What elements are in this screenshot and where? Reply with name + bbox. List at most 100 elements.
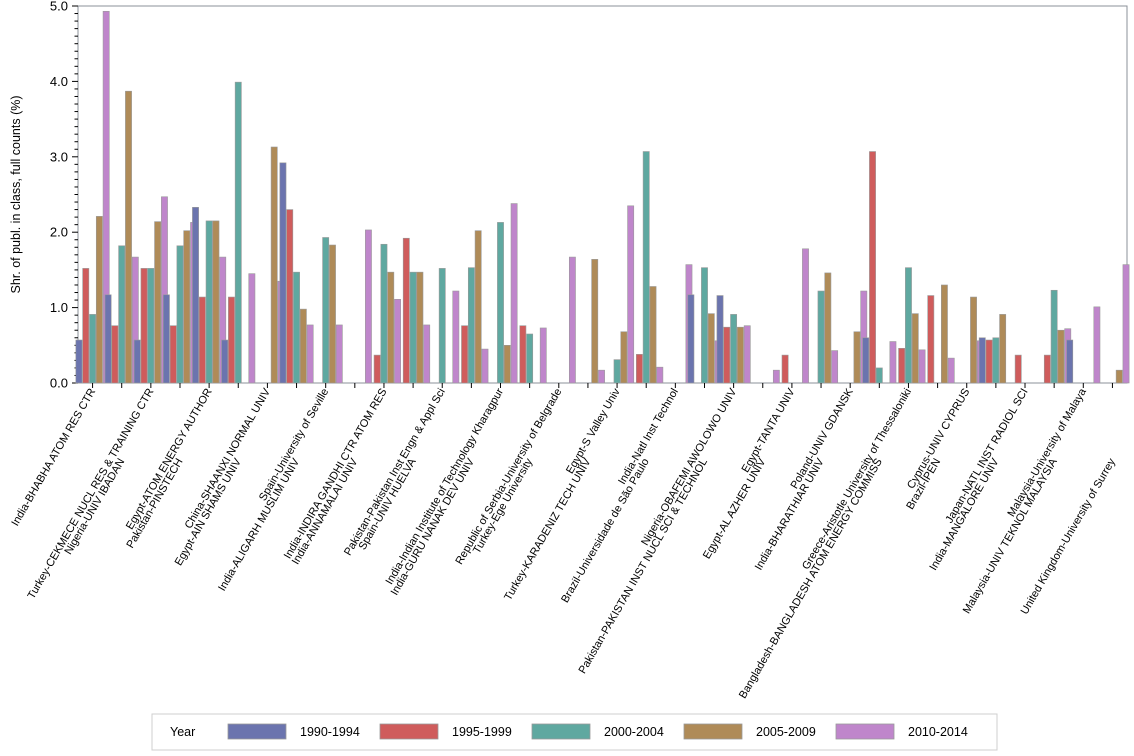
bar[interactable] xyxy=(503,344,511,384)
bar[interactable] xyxy=(205,220,213,384)
bar[interactable] xyxy=(642,151,650,384)
bar[interactable] xyxy=(656,366,664,384)
bar[interactable] xyxy=(918,349,926,384)
bar[interactable] xyxy=(1014,354,1022,384)
bar[interactable] xyxy=(293,271,300,384)
bar[interactable] xyxy=(1043,354,1051,384)
bar[interactable] xyxy=(467,267,475,384)
bar[interactable] xyxy=(82,268,90,384)
bar[interactable] xyxy=(162,294,170,384)
bar[interactable] xyxy=(111,325,119,384)
bar[interactable] xyxy=(853,331,861,384)
bar[interactable] xyxy=(329,244,336,384)
bar[interactable] xyxy=(286,209,294,384)
bar[interactable] xyxy=(402,237,410,384)
bar[interactable] xyxy=(701,267,708,384)
bar[interactable] xyxy=(212,220,220,384)
bar[interactable] xyxy=(781,354,789,384)
bar[interactable] xyxy=(394,299,401,384)
bar[interactable] xyxy=(452,290,460,384)
bar[interactable] xyxy=(1057,329,1065,384)
bar[interactable] xyxy=(898,348,906,384)
bar[interactable] xyxy=(198,296,206,384)
bar[interactable] xyxy=(474,230,482,384)
bar[interactable] xyxy=(947,357,955,384)
bar[interactable] xyxy=(649,286,657,384)
bar[interactable] xyxy=(539,327,547,384)
bar[interactable] xyxy=(176,245,184,384)
bar[interactable] xyxy=(380,243,388,384)
bar[interactable] xyxy=(636,354,643,384)
bar[interactable] xyxy=(183,230,191,384)
bar[interactable] xyxy=(772,369,780,384)
bar[interactable] xyxy=(743,325,751,384)
bar[interactable] xyxy=(169,325,177,384)
bar[interactable] xyxy=(1093,306,1101,384)
bar[interactable] xyxy=(234,81,242,384)
bar[interactable] xyxy=(306,324,314,384)
bar[interactable] xyxy=(978,337,986,384)
bar[interactable] xyxy=(723,326,731,384)
legend-swatch[interactable] xyxy=(227,723,287,740)
bar[interactable] xyxy=(869,151,876,384)
bar[interactable] xyxy=(970,296,977,384)
bar[interactable] xyxy=(192,207,199,384)
legend-swatch[interactable] xyxy=(683,723,743,740)
bar[interactable] xyxy=(1050,289,1058,384)
bar[interactable] xyxy=(104,294,112,384)
legend-swatch[interactable] xyxy=(835,723,895,740)
bar[interactable] xyxy=(510,203,518,384)
bar[interactable] xyxy=(125,90,132,384)
bar[interactable] xyxy=(248,273,256,384)
bar[interactable] xyxy=(416,271,424,384)
legend-swatch[interactable] xyxy=(531,723,591,740)
bar[interactable] xyxy=(940,284,948,384)
bar[interactable] xyxy=(716,295,724,384)
bar[interactable] xyxy=(627,205,635,384)
bar[interactable] xyxy=(927,295,935,384)
bar[interactable] xyxy=(591,259,599,384)
bar[interactable] xyxy=(497,222,504,384)
bar[interactable] xyxy=(817,290,825,384)
bar[interactable] xyxy=(999,314,1007,384)
bar[interactable] xyxy=(802,248,809,384)
bar[interactable] xyxy=(154,221,162,384)
bar[interactable] xyxy=(862,337,870,384)
bar[interactable] xyxy=(687,294,695,384)
bar[interactable] xyxy=(613,359,621,384)
bar[interactable] xyxy=(730,314,738,384)
bar[interactable] xyxy=(707,313,715,384)
bar[interactable] xyxy=(889,341,897,384)
bar[interactable] xyxy=(1115,369,1123,384)
bar[interactable] xyxy=(824,272,832,384)
bar[interactable] xyxy=(147,268,155,384)
bar[interactable] xyxy=(992,337,1000,384)
bar[interactable] xyxy=(438,268,446,384)
bar[interactable] xyxy=(228,296,235,384)
bar[interactable] xyxy=(95,216,103,384)
bar[interactable] xyxy=(270,146,278,384)
legend-swatch[interactable] xyxy=(379,723,439,740)
bar[interactable] xyxy=(322,237,330,384)
bar[interactable] xyxy=(831,350,839,384)
bar[interactable] xyxy=(423,324,431,384)
bar[interactable] xyxy=(461,325,468,384)
bar[interactable] xyxy=(89,314,96,384)
bar[interactable] xyxy=(911,313,919,384)
bar[interactable] xyxy=(905,267,912,384)
bar[interactable] xyxy=(299,308,307,384)
bar[interactable] xyxy=(387,271,395,384)
bar[interactable] xyxy=(133,339,141,384)
legend-entry[interactable]: 2010-2014 xyxy=(835,723,968,740)
bar[interactable] xyxy=(1122,264,1130,384)
bar[interactable] xyxy=(221,339,229,384)
bar[interactable] xyxy=(568,256,576,384)
bar[interactable] xyxy=(519,325,527,384)
bar[interactable] xyxy=(335,324,343,384)
legend-entry[interactable]: 1990-1994 xyxy=(227,723,360,740)
bar[interactable] xyxy=(140,268,148,384)
bar[interactable] xyxy=(75,339,83,384)
bar[interactable] xyxy=(279,162,287,384)
legend-entry[interactable]: 1995-1999 xyxy=(379,723,512,740)
bar[interactable] xyxy=(1066,339,1074,384)
